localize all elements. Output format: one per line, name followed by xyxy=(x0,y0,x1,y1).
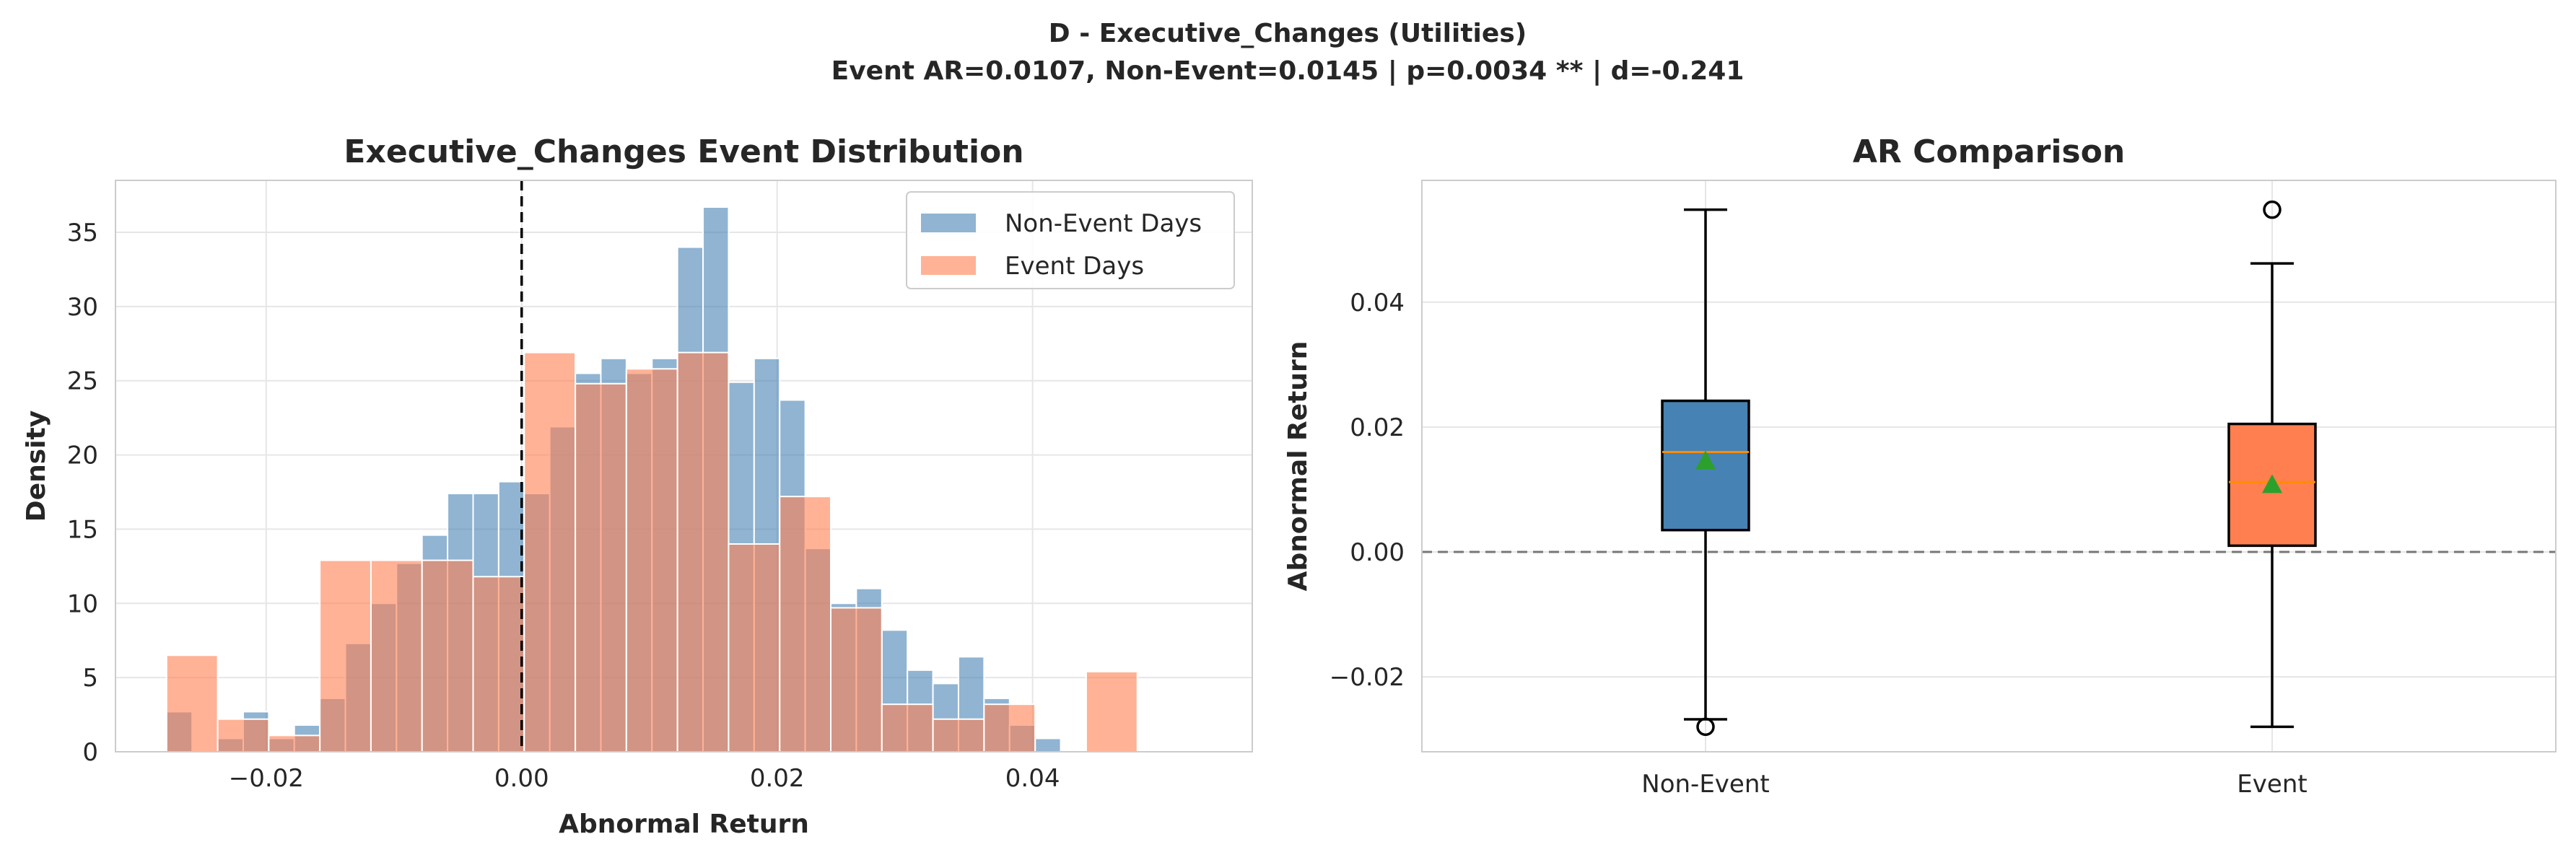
y-tick-label: 0.00 xyxy=(1350,538,1405,567)
event-outlier xyxy=(2263,200,2282,219)
boxplot-y-label: Abnormal Return xyxy=(1283,341,1313,592)
event-bar xyxy=(625,368,678,752)
event-bar xyxy=(1085,670,1138,753)
histogram-y-ticks: 0 5 10 15 20 25 30 35 xyxy=(67,219,98,767)
y-tick-label: 0.04 xyxy=(1350,289,1405,317)
y-tick-label: 10 xyxy=(67,589,98,618)
boxplot-boxes xyxy=(1661,200,2317,737)
histogram-x-ticks: −0.02 0.00 0.02 0.04 xyxy=(229,764,1060,793)
y-tick-label: 0.02 xyxy=(1350,413,1405,442)
boxplot-panel: Non-Event Event −0.02 0.00 0.02 0.04 AR Comp… xyxy=(1283,133,2557,799)
histogram-bars xyxy=(165,206,1138,753)
x-tick-label: Non-Event xyxy=(1641,770,1769,799)
non-event-mean-marker xyxy=(1695,450,1716,470)
event-bar xyxy=(983,703,1036,753)
histogram-y-label: Density xyxy=(22,411,51,522)
event-bar xyxy=(881,703,934,753)
boxplot-y-ticks: −0.02 0.00 0.02 0.04 xyxy=(1330,289,1405,692)
y-tick-label: 20 xyxy=(67,442,98,470)
figure-title: D - Executive_Changes (Utilities) xyxy=(1049,19,1527,48)
event-bar xyxy=(370,559,423,753)
y-tick-label: 35 xyxy=(67,219,98,247)
event-bars xyxy=(165,351,1138,753)
event-bar xyxy=(779,496,832,753)
boxplot-frame xyxy=(1421,180,2557,752)
x-tick-label: Event xyxy=(2237,770,2307,799)
event-bar xyxy=(472,576,525,752)
event-bar xyxy=(523,351,577,752)
boxplot-x-ticks: Non-Event Event xyxy=(1641,770,2307,799)
event-mean-marker xyxy=(2262,474,2282,493)
event-bar xyxy=(728,543,781,752)
legend-box xyxy=(906,191,1235,289)
event-bar xyxy=(421,559,474,753)
boxplot-title: AR Comparison xyxy=(1853,133,2125,170)
non-event-outlier xyxy=(1696,717,1715,737)
x-tick-label: 0.04 xyxy=(1005,764,1060,793)
event-bar xyxy=(165,654,219,752)
legend-label-non-event: Non-Event Days xyxy=(1005,209,1202,238)
event-bar xyxy=(268,734,321,752)
event-bar xyxy=(217,718,270,752)
x-tick-label: 0.02 xyxy=(750,764,805,793)
histogram-frame xyxy=(115,180,1253,752)
event-bar xyxy=(575,382,627,752)
histogram-title: Executive_Changes Event Distribution xyxy=(344,133,1023,170)
x-tick-label: 0.00 xyxy=(494,764,549,793)
non-event-box-group xyxy=(1661,208,1750,737)
x-tick-label: −0.02 xyxy=(229,764,304,793)
event-box-group xyxy=(2227,200,2317,729)
legend-swatch-non-event xyxy=(921,214,976,232)
event-bar xyxy=(932,718,985,752)
y-tick-label: 30 xyxy=(67,293,98,322)
event-bar xyxy=(830,607,883,753)
y-tick-label: −0.02 xyxy=(1330,663,1405,692)
legend: Non-Event Days Event Days xyxy=(906,191,1235,289)
y-tick-label: 5 xyxy=(82,664,98,693)
boxplot-grid xyxy=(1422,180,2556,752)
y-tick-label: 15 xyxy=(67,515,98,544)
legend-swatch-event xyxy=(921,256,976,275)
histogram-panel: −0.02 0.00 0.02 0.04 0 5 10 15 20 25 30 35 Executi… xyxy=(22,133,1253,839)
figure-subtitle: Event AR=0.0107, Non-Event=0.0145 | p=0.… xyxy=(831,56,1745,86)
legend-label-event: Event Days xyxy=(1005,252,1144,281)
non-event-bar xyxy=(1034,737,1062,753)
y-tick-label: 25 xyxy=(67,367,98,396)
histogram-x-label: Abnormal Return xyxy=(559,809,809,839)
event-bar xyxy=(676,351,730,752)
y-tick-label: 0 xyxy=(82,738,98,767)
event-bar xyxy=(319,559,372,753)
